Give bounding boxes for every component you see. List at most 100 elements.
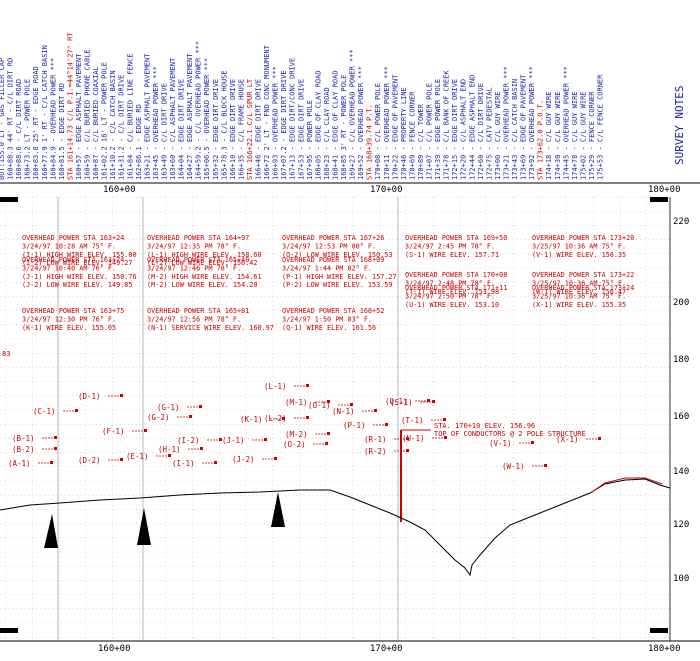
survey-note: 160+87 - C/L BURIED COAXIAL	[92, 66, 100, 180]
wire-point	[199, 405, 202, 408]
wire-label: (D-1)	[78, 392, 101, 401]
wire-point	[544, 464, 547, 467]
wire-point	[75, 409, 78, 412]
structure-station-elev: STA. 170+10 ELEV. 156.96	[434, 422, 535, 430]
survey-note: 162+86.1 - EDGE RD	[135, 104, 143, 180]
survey-note: 160+88.3 44' RT - C/L DIRT RD	[7, 58, 15, 180]
wire-label: (H-1)	[158, 445, 181, 454]
wire-label: (Q-1)	[385, 397, 408, 406]
callout-line: 3/24/97 2:45 PM 78° F.	[405, 242, 495, 250]
left-edge-label: 83	[2, 350, 10, 358]
callout-line: (M-2) LOW WIRE ELEV. 154.20	[147, 281, 258, 289]
overhead-power-callouts: OVERHEAD POWER STA 163+243/24/97 10:28 A…	[22, 234, 634, 332]
survey-note: 167+13 - EDGE DIRT/CONC DRIVE	[289, 58, 297, 180]
survey-note: STA 161+14.73 C/L P.I.=44°14'27" RT	[66, 32, 74, 180]
survey-note: 167+53 - EDGE DIRT DRIVE	[297, 79, 305, 180]
wire-point	[189, 415, 192, 418]
pole-structure-note: STA. 170+10 ELEV. 156.96 TOP OF CONDUCTO…	[400, 422, 586, 522]
wire-label: (C-1)	[33, 407, 56, 416]
survey-note: 161+10.2 - C/L CATCH BASIN	[109, 70, 117, 180]
survey-note: 169+27 - C/L OVERHEAD POWER ***	[349, 49, 357, 180]
wire-label: (O-1)	[308, 401, 331, 410]
callout-line: (X-1) WIRE ELEV. 155.35	[532, 301, 626, 309]
ground-overlay	[591, 477, 663, 493]
survey-note: STA 168+39.74 P.T.	[366, 104, 374, 180]
survey-note: 160+88.6 - C/L DIRT ROAD	[15, 79, 23, 180]
callout-line: OVERHEAD POWER STA 173+24	[532, 284, 634, 292]
survey-note: STA 166+22.1 C/L SPUR LT	[246, 78, 254, 180]
survey-note: 160+73.2 LT - POWER POLE	[24, 79, 32, 180]
survey-note: 161+84 - C/L BURIED LINE FENCE	[126, 54, 134, 180]
survey-note: 172+60 - C/L DIRT DRIVE	[477, 83, 485, 180]
survey-note: 161+02.2 18' LT - POWER POLE	[101, 62, 109, 180]
survey-note: 169+52 - OVERHEAD POWER ***	[357, 66, 365, 180]
survey-note: 173+00 - C/L GUY WIRE	[494, 91, 502, 180]
wire-label: (T-1)	[401, 416, 424, 425]
callout-line: 3/24/97 10:40 AM 76° F.	[22, 264, 116, 272]
wire-point	[444, 436, 447, 439]
survey-note: 170+89 - C/L TOWER	[417, 103, 425, 180]
wire-point	[120, 394, 123, 397]
wire-label: (X-1)	[556, 435, 579, 444]
wire-label: (S-1)	[390, 398, 413, 407]
top-station-180: 180+00	[648, 185, 681, 195]
wire-markers: (B-1) (B-2) (A-1) (C-1) (D-1) (D-2) (E-1) (F-1)…	[8, 382, 601, 471]
survey-note: 160+81.5 - EDGE DIRT RD	[58, 83, 66, 180]
callout-line: OVERHEAD POWER STA 165+40	[147, 256, 249, 264]
wire-label: (M-2)	[285, 430, 308, 439]
survey-note: 166+46 - EDGE DIRT DRIVE	[255, 79, 263, 180]
survey-note: 165+32 - EDGE DIRT DRIVE	[212, 79, 220, 180]
callout-line: (P-1) HIGH WIRE ELEV. 157.27	[282, 273, 397, 281]
survey-note: 170+11 - OVERHEAD POWER ***	[383, 66, 391, 180]
grid-tick-block	[0, 197, 18, 202]
callout-line: (S-1) WIRE ELEV. 157.71	[405, 251, 499, 259]
wire-label: (O-2)	[283, 440, 306, 449]
callout-line: (J-1) HIGH WIRE ELEV. 150.76	[22, 273, 137, 281]
callout-line: (V-1) WIRE ELEV. 150.35	[532, 251, 626, 259]
elev-100: 100	[673, 574, 689, 584]
survey-note: 167+95 - POWER POLE	[306, 100, 314, 180]
callout-line: (M-2) HIGH WIRE ELEV. 154.61	[147, 273, 262, 281]
wire-label: (U-1)	[402, 434, 425, 443]
wire-label: (K-1)	[240, 415, 263, 424]
survey-note: 172+75 - CATV PEDESTAL	[485, 87, 493, 180]
profile-grid	[0, 182, 700, 642]
wire-point	[264, 438, 267, 441]
wire-label: (L-2)	[264, 414, 287, 423]
callout-line: 3/25/97 10:36 AM 75° F.	[532, 242, 626, 250]
survey-note: 160+57 - EDGE ASPHALT PAVEMENT	[75, 53, 83, 180]
wire-label: (B-1)	[12, 434, 35, 443]
survey-note: 160+59 - C/L BURIED PHONE CABLE	[84, 49, 92, 180]
survey-note: 167+07.2 - EDGE DIRT DRIVE	[280, 70, 288, 180]
callout-line: (T-1) WIRE ELEV. 153.98	[405, 288, 499, 296]
callout-line: (I-2) LOW WIRE ELEV. 149.27	[22, 259, 133, 267]
ground-line	[0, 478, 671, 577]
callout-line: OVERHEAD POWER STA 173+22	[532, 271, 634, 279]
callout-line: OVERHEAD POWER STA 168+52	[282, 307, 384, 315]
wire-point	[168, 454, 171, 457]
wire-label: (A-1)	[8, 459, 31, 468]
wire-point	[219, 438, 222, 441]
wire-label: (M-1)	[285, 398, 308, 407]
callout-line: 3/24/97 12:46 PM 78° F.	[147, 264, 241, 272]
wire-label: (E-1)	[126, 452, 149, 461]
survey-note: 166+35 - C/L FRAME HOUSE	[237, 79, 245, 180]
wire-point	[385, 423, 388, 426]
ground-profile	[0, 477, 671, 577]
wire-label: (D-2)	[78, 456, 101, 465]
elev-220: 220	[673, 217, 689, 227]
wire-point	[427, 399, 430, 402]
wire-point	[374, 409, 377, 412]
wire-point	[443, 418, 446, 421]
callout-line: (Q-1) WIRE ELEV. 161.56	[282, 324, 376, 332]
survey-note: 160+84.9 - OVERHEAD POWER ***	[49, 58, 57, 180]
survey-note: BOT:155.0 LT - GAS FILLER CAP	[0, 58, 6, 180]
wire-point	[406, 437, 409, 440]
wire-label: (N-1)	[332, 407, 355, 416]
ground-monument-1	[44, 514, 58, 548]
survey-note: 160+83.8 25' RT - EDGE ROAD	[32, 66, 40, 180]
callout-line: 3/24/97 12:53 PM 80° F.	[282, 242, 376, 250]
survey-note: 171+39 - EDGE POWER POLE	[434, 79, 442, 180]
